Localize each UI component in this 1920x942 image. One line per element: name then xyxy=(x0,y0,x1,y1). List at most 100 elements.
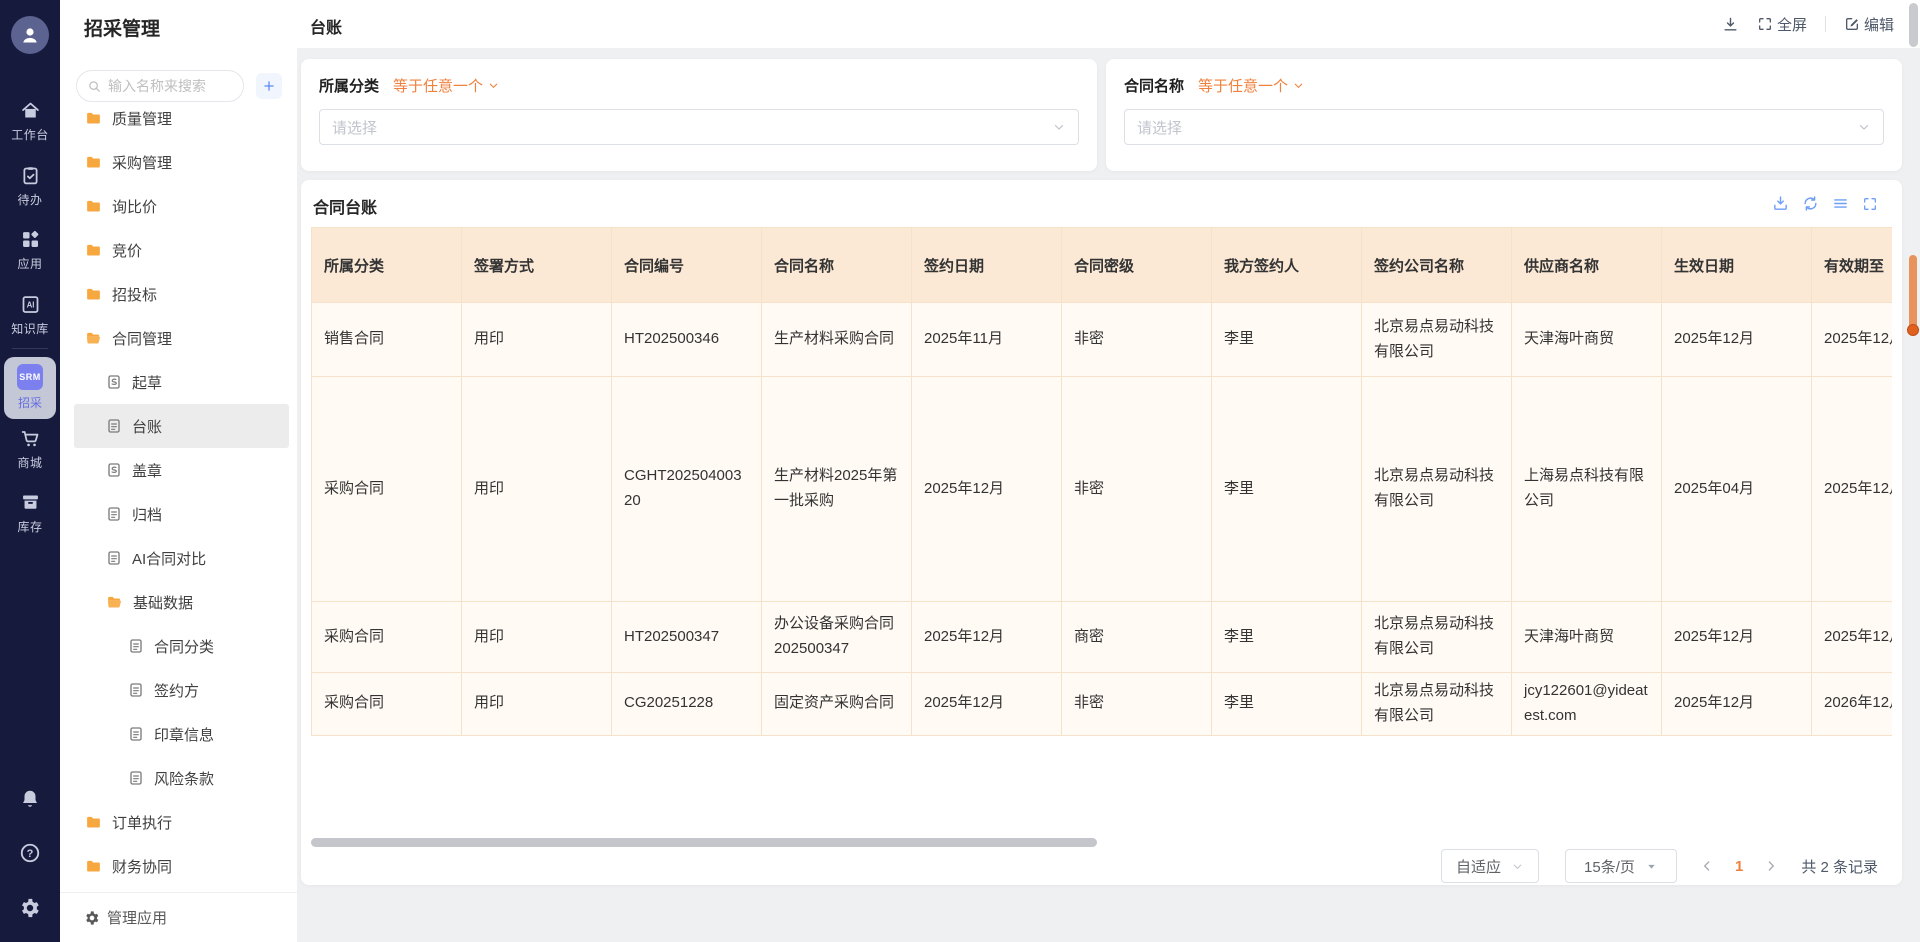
sidebar-search xyxy=(76,70,244,102)
col-header[interactable]: 我方签约人 xyxy=(1211,227,1362,303)
next-page-button[interactable] xyxy=(1763,858,1779,874)
fit-mode-select[interactable]: 自适应 xyxy=(1440,849,1539,883)
scroll-marker-knob[interactable] xyxy=(1907,324,1919,336)
tree-item-finance[interactable]: 财务协同 xyxy=(74,844,289,886)
rail-item-todo[interactable]: 待办 xyxy=(0,165,60,208)
table-row[interactable]: 采购合同 用印 HT202500347 办公设备采购合同202500347 2025年1… xyxy=(311,601,1892,673)
rail-item-srm-active[interactable]: SRM 招采 xyxy=(4,357,56,419)
tree-item-signer[interactable]: 签约方 xyxy=(74,668,289,712)
download-button[interactable] xyxy=(1722,16,1739,33)
edit-button[interactable]: 编辑 xyxy=(1844,14,1894,35)
tree-item-risk-clause[interactable]: 风险条款 xyxy=(74,756,289,800)
rail-item-workbench[interactable]: 工作台 xyxy=(0,100,60,143)
help-icon xyxy=(19,842,41,864)
tree-item-ledger[interactable]: 台账 xyxy=(74,404,289,448)
tree-item-seal[interactable]: 盖章 xyxy=(74,448,289,492)
prev-page-button[interactable] xyxy=(1699,858,1715,874)
edit-label: 编辑 xyxy=(1863,16,1894,34)
srm-badge-icon: SRM xyxy=(17,364,43,390)
tree-item-archive[interactable]: 归档 xyxy=(74,492,289,536)
manage-app-button[interactable]: 管理应用 xyxy=(84,907,167,928)
col-header[interactable]: 签约日期 xyxy=(911,227,1062,303)
cart-icon xyxy=(20,428,41,449)
table-row[interactable]: 采购合同 用印 CGHT20250400320 生产材料2025年第一批采购 2025年… xyxy=(311,376,1892,602)
module-title: 招采管理 xyxy=(84,19,161,40)
search-input[interactable] xyxy=(108,78,228,94)
tree-item-draft[interactable]: 起草 xyxy=(74,360,289,404)
caret-down-icon xyxy=(1645,860,1658,873)
cell: CG20251228 xyxy=(611,672,762,736)
tree-item-bidding-price[interactable]: 竞价 xyxy=(74,228,289,272)
archive-box-icon xyxy=(20,492,41,513)
avatar[interactable] xyxy=(11,16,49,54)
filter-operator-dropdown[interactable]: 等于任意一个 xyxy=(393,75,500,96)
tree-item-label: 财务协同 xyxy=(112,858,173,876)
tree-item-contract-category[interactable]: 合同分类 xyxy=(74,624,289,668)
current-page[interactable]: 1 xyxy=(1734,857,1744,875)
refresh-icon[interactable] xyxy=(1802,195,1819,212)
filter-select-contract-name[interactable]: 请选择 xyxy=(1124,109,1884,145)
clipboard-check-icon xyxy=(20,165,41,186)
col-header[interactable]: 合同名称 xyxy=(761,227,912,303)
bell-icon xyxy=(19,788,41,810)
folder-icon xyxy=(85,242,102,259)
cell: 2025年12月 xyxy=(1811,302,1892,377)
rail-item-apps[interactable]: 应用 xyxy=(0,229,60,272)
tree-item-seal-info[interactable]: 印章信息 xyxy=(74,712,289,756)
cell: 商密 xyxy=(1061,601,1212,673)
tree-item-ai-compare[interactable]: AI合同对比 xyxy=(74,536,289,580)
filter-operator-dropdown[interactable]: 等于任意一个 xyxy=(1198,75,1305,96)
add-button[interactable] xyxy=(256,73,282,99)
notifications-button[interactable] xyxy=(0,788,60,810)
table-row[interactable]: 销售合同 用印 HT202500346 生产材料采购合同 2025年11月 非密 李里 北京易… xyxy=(311,302,1892,377)
rail-item-inventory[interactable]: 库存 xyxy=(0,492,60,535)
rail-item-label: 招采 xyxy=(17,396,42,410)
tree-item-base-data[interactable]: 基础数据 xyxy=(74,580,289,624)
tree-item-quality[interactable]: 质量管理 xyxy=(74,96,289,140)
signature-doc-icon xyxy=(106,374,122,390)
cell: 2025年12月 xyxy=(911,376,1062,602)
rail-divider xyxy=(12,348,48,349)
tree-item-inquiry[interactable]: 询比价 xyxy=(74,184,289,228)
column-menu-icon[interactable] xyxy=(1832,195,1849,212)
col-header[interactable]: 供应商名称 xyxy=(1511,227,1662,303)
filter-select-category[interactable]: 请选择 xyxy=(319,109,1079,145)
filter-operator-label: 等于任意一个 xyxy=(1198,78,1289,95)
horizontal-scrollbar-thumb[interactable] xyxy=(311,838,1097,847)
col-header[interactable]: 合同编号 xyxy=(611,227,762,303)
help-button[interactable] xyxy=(0,842,60,864)
table-row[interactable]: 采购合同 用印 CG20251228 固定资产采购合同 2025年12月 非密 李里 北京易点… xyxy=(311,672,1892,736)
vertical-scrollbar-thumb[interactable] xyxy=(1909,3,1918,47)
cell: 李里 xyxy=(1211,601,1362,673)
tree-item-tender[interactable]: 招投标 xyxy=(74,272,289,316)
scroll-position-marker[interactable] xyxy=(1909,255,1917,329)
tree-item-label: 招投标 xyxy=(112,286,158,304)
tree-item-purchase[interactable]: 采购管理 xyxy=(74,140,289,184)
col-header[interactable]: 签约公司名称 xyxy=(1361,227,1512,303)
cell: 采购合同 xyxy=(311,601,462,673)
fullscreen-icon[interactable] xyxy=(1862,196,1878,212)
cell: 生产材料2025年第一批采购 xyxy=(761,376,912,602)
tree-item-order-exec[interactable]: 订单执行 xyxy=(74,800,289,844)
tree-item-contract-mgmt[interactable]: 合同管理 xyxy=(74,316,289,360)
col-header[interactable]: 所属分类 xyxy=(311,227,462,303)
chevron-down-icon xyxy=(1292,79,1305,92)
rail-item-knowledge[interactable]: 知识库 xyxy=(0,294,60,337)
download-icon[interactable] xyxy=(1772,195,1789,212)
cell: 非密 xyxy=(1061,302,1212,377)
module-sidebar: 招采管理 质量管理 采购管理 询比价 竞价 招投标 合同管理 起草 台账 盖章 … xyxy=(60,0,297,942)
col-header[interactable]: 有效期至 xyxy=(1811,227,1892,303)
document-icon xyxy=(106,418,122,434)
tree-item-label: 台账 xyxy=(132,418,163,436)
fullscreen-button[interactable]: 全屏 xyxy=(1757,14,1807,35)
cell: 北京易点易动科技有限公司 xyxy=(1361,601,1512,673)
filter-card-category: 所属分类 等于任意一个 请选择 xyxy=(301,59,1097,171)
col-header[interactable]: 签署方式 xyxy=(461,227,612,303)
sidebar-tree: 质量管理 采购管理 询比价 竞价 招投标 合同管理 起草 台账 盖章 归档 AI… xyxy=(60,96,297,886)
rail-item-mall[interactable]: 商城 xyxy=(0,428,60,471)
page-size-select[interactable]: 15条/页 xyxy=(1564,849,1677,883)
col-header[interactable]: 合同密级 xyxy=(1061,227,1212,303)
col-header[interactable]: 生效日期 xyxy=(1661,227,1812,303)
select-placeholder: 请选择 xyxy=(1137,119,1183,137)
settings-button[interactable] xyxy=(0,897,60,919)
